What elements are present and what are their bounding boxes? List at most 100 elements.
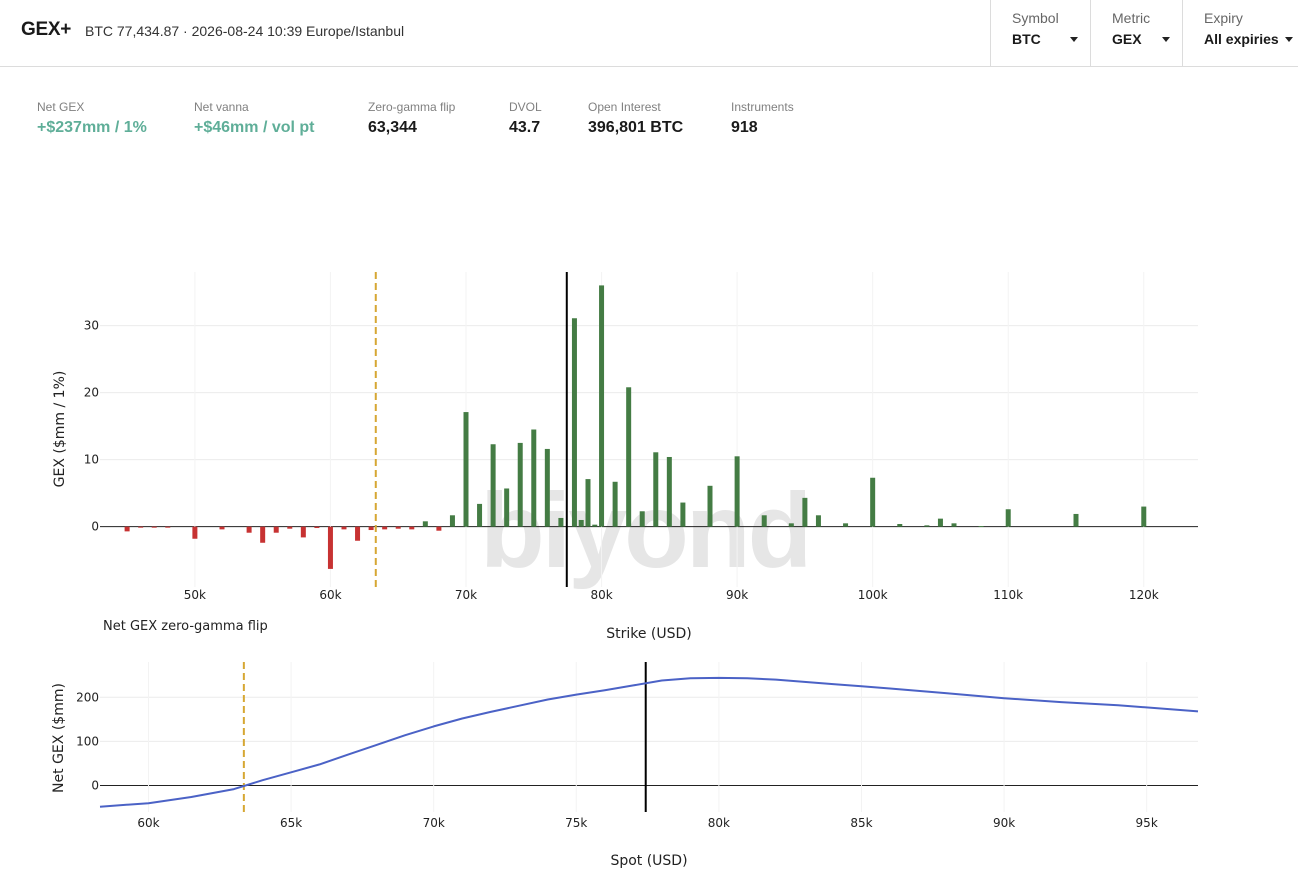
bar-y-axis-title: GEX ($mm / 1%) [52, 371, 68, 488]
line-x-tick: 65k [280, 816, 302, 830]
stat-value: +$46mm / vol pt [194, 119, 315, 136]
stat-label: Zero-gamma flip [368, 100, 456, 114]
expiry-label: Expiry [1204, 10, 1243, 26]
symbol-selector[interactable]: Symbol BTC [990, 0, 1091, 66]
bar-series [124, 285, 1147, 569]
line-y-tick: 200 [76, 690, 99, 704]
bar-x-tick: 70k [455, 588, 477, 602]
gex-bar [531, 429, 537, 527]
line-x-tick: 90k [993, 816, 1015, 830]
stat-net-vanna: Net vanna +$46mm / vol pt [194, 100, 315, 137]
line-x-tick: 75k [565, 816, 587, 830]
line-x-axis-title: Spot (USD) [610, 853, 687, 869]
line-grid [100, 662, 1198, 812]
stat-net-gex: Net GEX +$237mm / 1% [37, 100, 147, 137]
chevron-down-icon [1070, 37, 1078, 42]
stat-label: Open Interest [588, 100, 661, 114]
stat-value: +$237mm / 1% [37, 119, 147, 136]
stat-value: 43.7 [509, 119, 541, 136]
bar-x-tick: 50k [184, 588, 206, 602]
net-gex-line [99, 676, 1199, 808]
metric-label: Metric [1112, 10, 1151, 26]
bar-x-tick: 80k [590, 588, 612, 602]
bar-x-tick: 100k [858, 588, 888, 602]
gex-bar [463, 412, 469, 527]
line-x-tick: 80k [708, 816, 730, 830]
bar-ticks: 0 10 20 30 50k 60k 70k 80k 90k 100k 110k 120k [84, 319, 1159, 602]
gex-bar [436, 526, 442, 531]
gex-bar [599, 285, 605, 527]
symbol-label: Symbol [1012, 10, 1059, 26]
stat-dvol: DVOL 43.7 [509, 100, 542, 137]
gex-bar [124, 526, 130, 532]
gex-strike-chart: 0 10 20 30 50k 60k 70k 80k 90k 100k 110k 120k Strik… [52, 272, 1198, 642]
gex-bar [490, 444, 496, 527]
gex-bar [246, 526, 252, 533]
gex-bar [355, 526, 361, 541]
line-x-tick: 60k [137, 816, 159, 830]
bar-grid [100, 272, 1198, 587]
gex-bar [273, 526, 279, 533]
gex-bar [477, 503, 483, 527]
bar-y-tick: 20 [84, 386, 99, 400]
gex-bar [585, 479, 591, 527]
line-overlays [242, 662, 647, 812]
stat-zero-gamma-flip: Zero-gamma flip 63,344 [368, 100, 455, 137]
stat-open-interest: Open Interest 396,801 BTC [588, 100, 683, 137]
brand-logo: GEX+ [21, 19, 72, 40]
line-series [99, 676, 1199, 808]
bar-y-tick: 10 [84, 453, 99, 467]
bar-x-tick: 110k [993, 588, 1023, 602]
line-x-tick: 85k [850, 816, 872, 830]
stat-value: 63,344 [368, 119, 417, 136]
gex-bar [815, 515, 821, 527]
expiry-selector[interactable]: Expiry All expiries [1182, 0, 1298, 66]
gex-bar [395, 526, 401, 529]
bar-x-tick: 60k [319, 588, 341, 602]
gex-bar [571, 318, 577, 527]
gex-bar [666, 456, 672, 527]
chevron-down-icon [1162, 37, 1170, 42]
stat-value: 918 [731, 119, 758, 136]
gex-bar [626, 387, 632, 527]
gex-bar [260, 526, 266, 543]
gex-bar [870, 477, 876, 527]
chevron-down-icon [1285, 37, 1293, 42]
gex-bar [327, 526, 333, 569]
bar-x-tick: 90k [726, 588, 748, 602]
gex-bar [639, 511, 645, 527]
symbol-value: BTC [1012, 31, 1041, 47]
stat-label: DVOL [509, 100, 542, 114]
gex-bar [578, 519, 584, 527]
stat-value: 396,801 BTC [588, 119, 684, 136]
stat-instruments: Instruments 918 [731, 100, 794, 137]
stat-label: Net vanna [194, 100, 249, 114]
stat-label: Net GEX [37, 100, 85, 114]
gex-bar [951, 523, 957, 527]
gex-bar [368, 526, 374, 531]
metric-selector[interactable]: Metric GEX [1090, 0, 1183, 66]
gex-bar [382, 526, 388, 530]
bar-x-tick: 120k [1129, 588, 1159, 602]
gex-bar [151, 526, 157, 528]
gex-bar [517, 442, 523, 527]
gex-bar [219, 526, 225, 530]
gex-bar [138, 526, 144, 528]
gex-bar [287, 526, 293, 529]
bar-y-tick: 30 [84, 319, 99, 333]
gex-bar [924, 525, 930, 527]
gex-bar [937, 518, 943, 527]
gex-bar [843, 523, 849, 527]
gex-bar [422, 521, 428, 527]
flip-annotation: Net GEX zero-gamma flip [103, 619, 268, 634]
expiry-value: All expiries [1204, 31, 1279, 47]
gex-bar [680, 502, 686, 527]
gex-bar [1005, 509, 1011, 527]
gex-bar [788, 523, 794, 527]
gex-bar [707, 485, 713, 527]
gex-bar [300, 526, 306, 538]
line-y-tick: 100 [76, 734, 99, 748]
gex-bar [1141, 506, 1147, 527]
gex-bar [341, 526, 347, 530]
gex-bar [653, 452, 659, 527]
